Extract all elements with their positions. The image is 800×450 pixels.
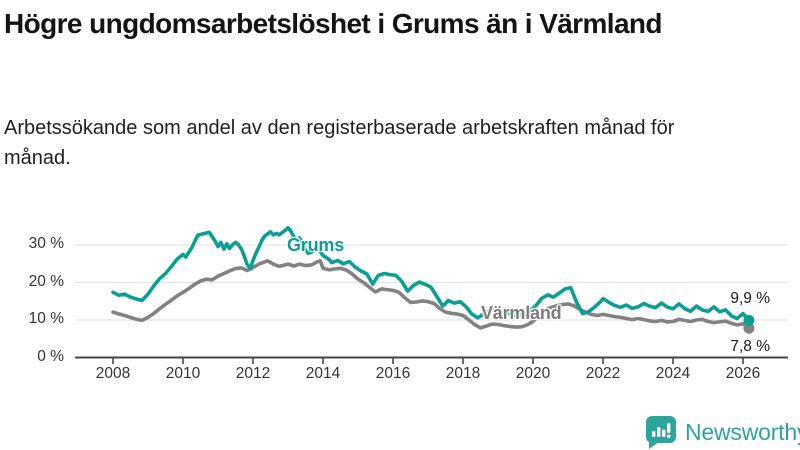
end-value-label-varmland: 7,8 % xyxy=(730,338,770,355)
series-end-dot-värmland xyxy=(743,322,755,334)
x-tick-label: 2008 xyxy=(95,365,131,382)
page-subtitle: Arbetssökande som andel av den registerb… xyxy=(4,117,675,169)
x-tick-label: 2026 xyxy=(725,365,761,382)
x-tick-label: 2016 xyxy=(375,365,411,382)
newsworthy-logo-text: Newsworthy xyxy=(685,418,800,445)
y-tick-label: 0 % xyxy=(37,347,64,365)
end-value-label-grums: 9,9 % xyxy=(730,290,770,307)
x-tick-label: 2024 xyxy=(655,365,691,382)
x-tick-label: 2012 xyxy=(235,365,271,382)
x-tick-label: 2020 xyxy=(515,365,551,382)
series-label-varmland: Värmland xyxy=(481,303,562,323)
x-tick-label: 2014 xyxy=(305,365,341,382)
y-tick-label: 30 % xyxy=(28,235,64,252)
series-label-grums: Grums xyxy=(287,235,345,255)
y-tick-label: 10 % xyxy=(28,310,64,327)
page-title: Högre ungdomsarbetslöshet i Grums än i V… xyxy=(4,8,663,39)
series-line-grums xyxy=(111,226,751,323)
y-tick-label: 20 % xyxy=(28,272,64,290)
x-tick-label: 2018 xyxy=(445,365,481,382)
x-tick-label: 2010 xyxy=(165,365,201,382)
newsworthy-logo[interactable]: Newsworthy xyxy=(644,415,800,449)
series-end-dot-grums xyxy=(743,314,755,326)
series-line-värmland xyxy=(111,258,751,331)
newsworthy-logo-icon xyxy=(646,416,676,449)
x-tick-label: 2022 xyxy=(585,365,621,382)
